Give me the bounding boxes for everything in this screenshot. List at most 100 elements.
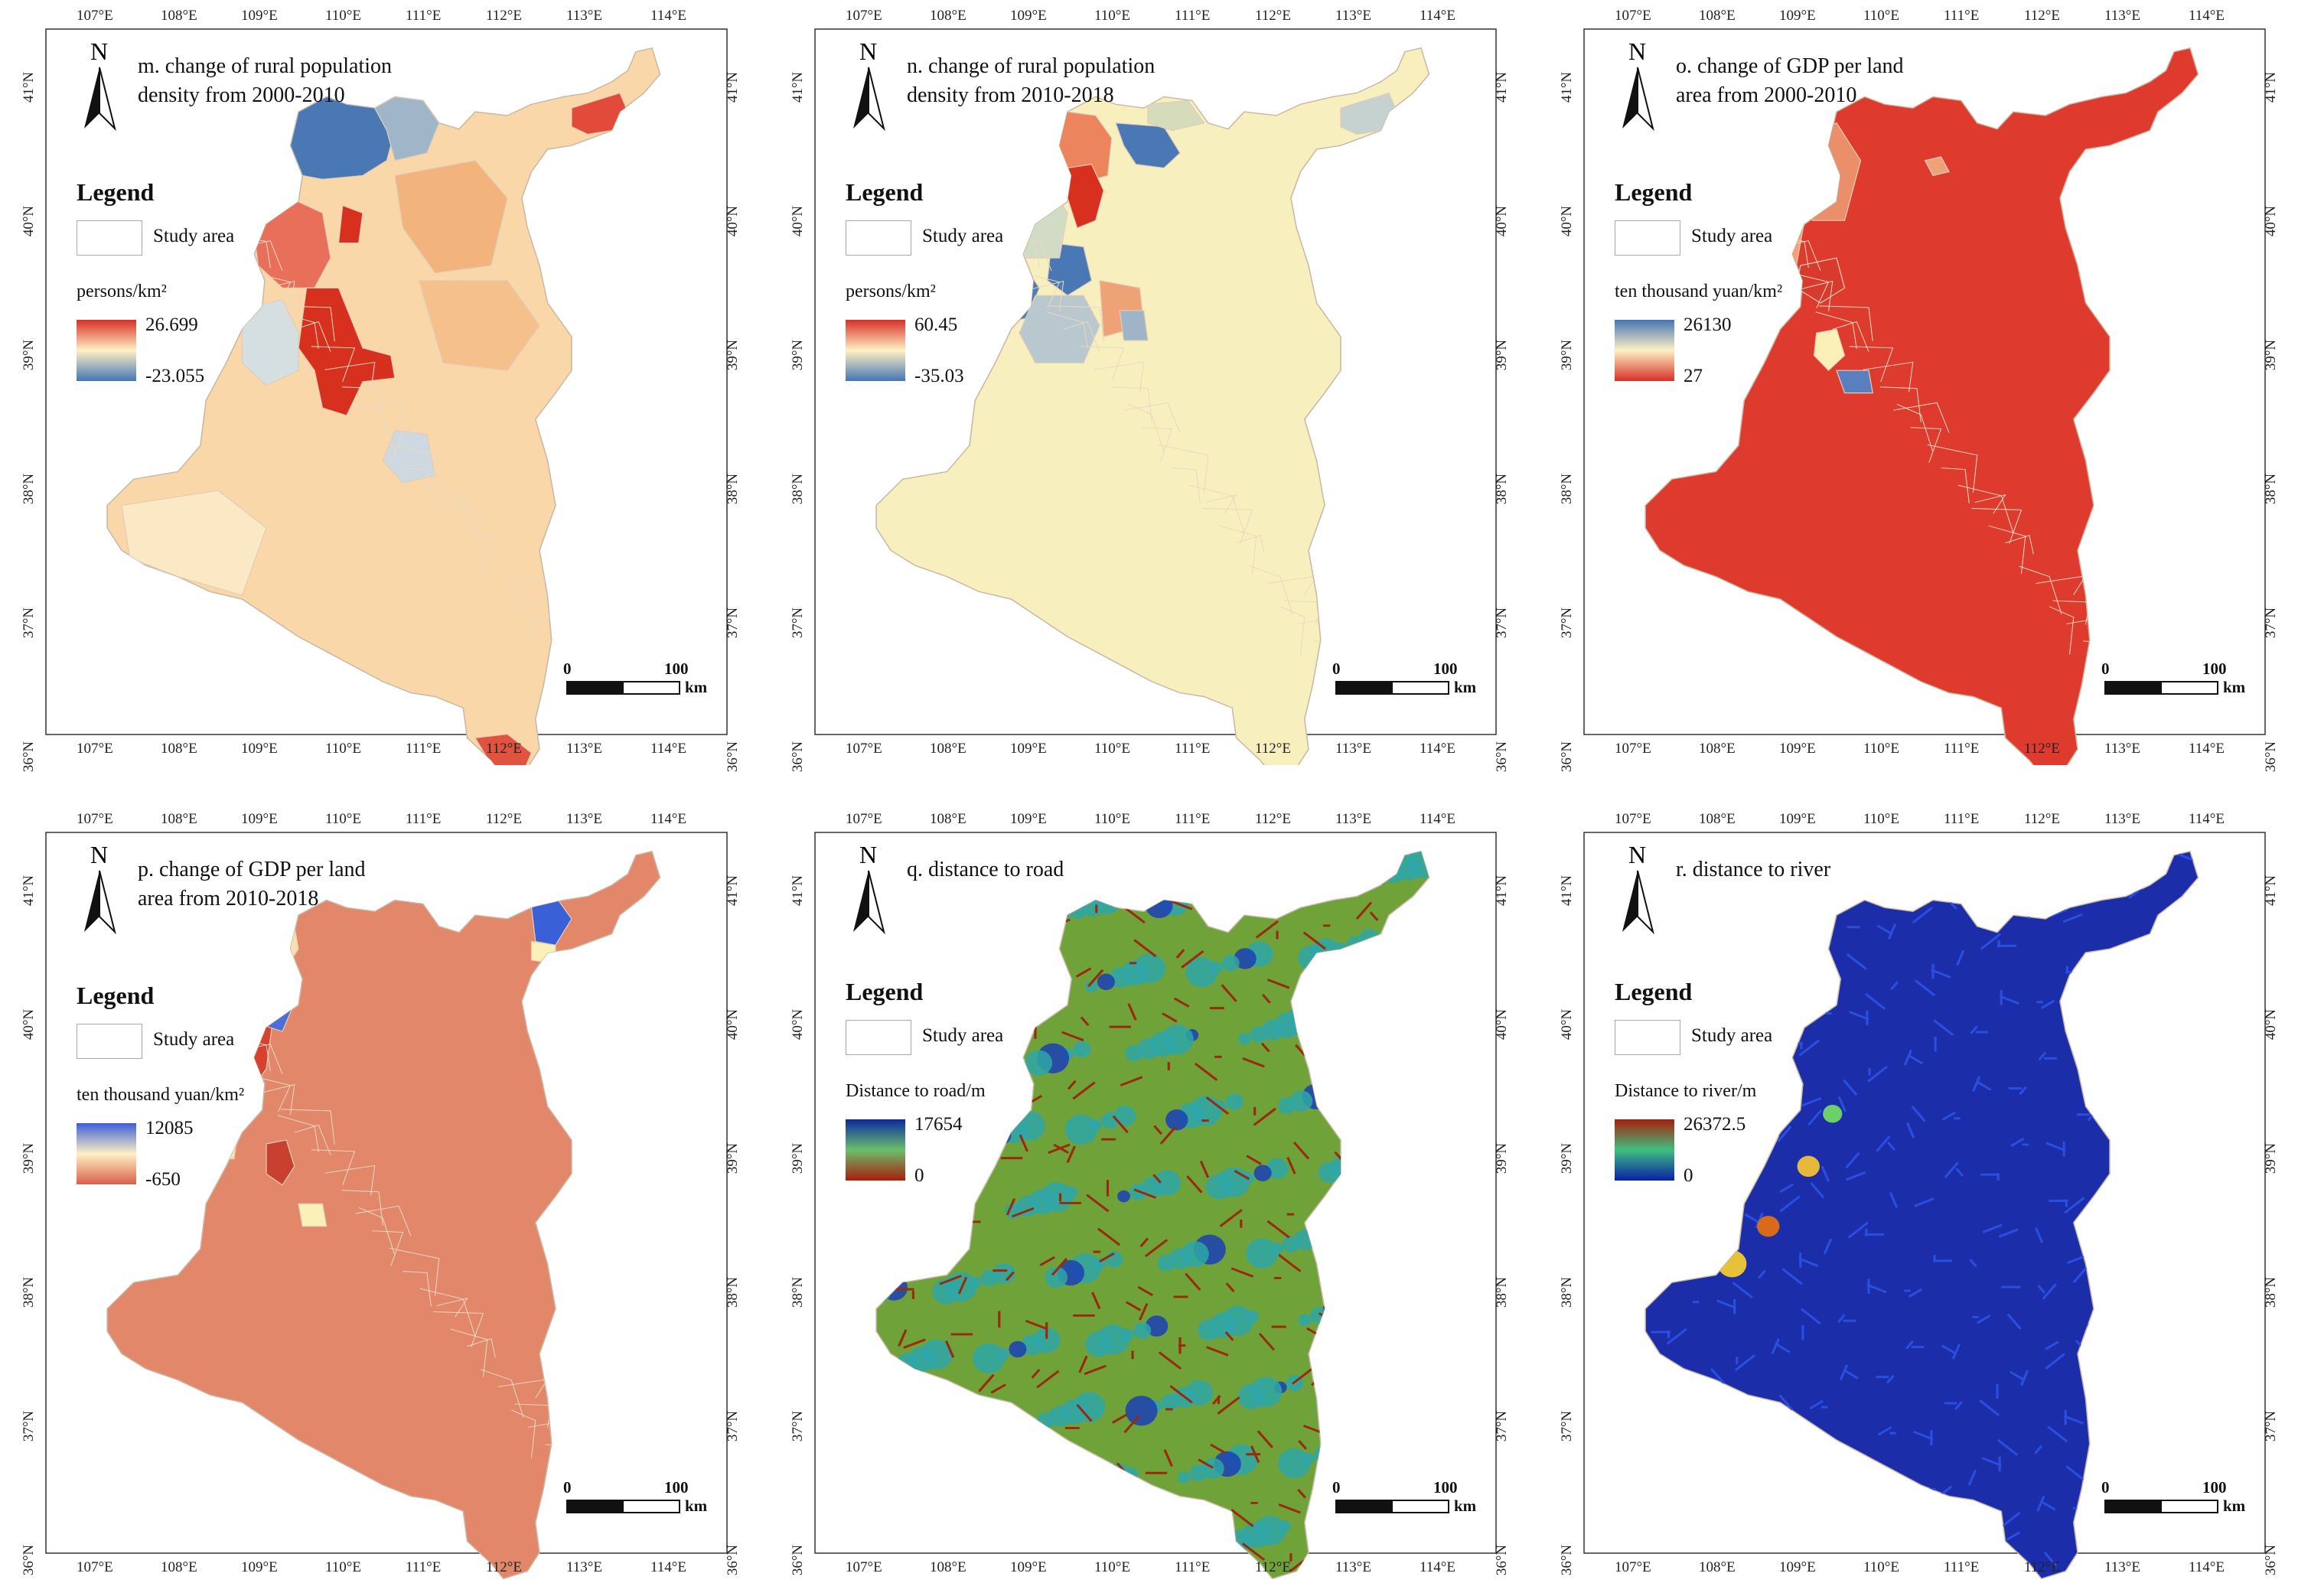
lat-tick-label: 39°N bbox=[1494, 339, 1511, 371]
river-distance-texture bbox=[1734, 1354, 1755, 1372]
lon-tick-label: 112°E bbox=[486, 811, 522, 827]
river-distance-texture bbox=[1931, 969, 1951, 979]
road-line bbox=[1137, 1285, 1154, 1297]
river-distance-texture bbox=[1941, 1111, 1957, 1121]
county-boundary bbox=[1941, 467, 1970, 503]
river-distance-texture bbox=[1849, 1011, 1869, 1021]
river-distance-texture bbox=[1905, 1122, 1915, 1138]
road-line bbox=[1025, 1319, 1048, 1331]
lat-tick-label: 41°N bbox=[1559, 875, 1576, 907]
lon-tick-label: 112°E bbox=[1255, 1559, 1291, 1575]
road-line bbox=[1153, 1125, 1163, 1135]
panel-r: 107°E 107°E 108°E 108°E 109°E 109°E 110°E 110°E… bbox=[1559, 811, 2288, 1584]
river-distance-texture bbox=[1771, 1338, 1780, 1354]
county-boundary bbox=[1879, 386, 1922, 422]
county-boundary bbox=[511, 1409, 536, 1458]
road-distance-cell bbox=[1016, 1195, 1040, 1217]
river-distance-texture bbox=[1710, 1368, 1726, 1385]
river-distance-texture bbox=[1955, 1168, 1964, 1177]
lat-tick-label: 40°N bbox=[725, 1008, 742, 1041]
lon-tick-label: 110°E bbox=[325, 741, 361, 757]
road-distance-cell bbox=[932, 1278, 960, 1304]
scale-bar bbox=[2104, 681, 2218, 695]
study-area-swatch bbox=[1615, 220, 1680, 256]
river-distance-texture bbox=[1839, 1364, 1849, 1381]
county-boundary bbox=[324, 361, 376, 392]
county-boundary bbox=[1988, 525, 2026, 574]
scale-zero: 0 bbox=[1332, 660, 1341, 678]
legend-title: Legend bbox=[846, 978, 924, 1005]
lon-tick-label: 114°E bbox=[2189, 8, 2225, 24]
river-distance-texture bbox=[1843, 1079, 1858, 1096]
road-line bbox=[1086, 1194, 1110, 1213]
county-boundary bbox=[467, 535, 496, 555]
legend-max: 17654 bbox=[914, 1114, 963, 1135]
legend-unit: ten thousand yuan/km² bbox=[1615, 282, 1783, 301]
study-area-fill bbox=[1644, 47, 2199, 765]
lon-tick-label: 107°E bbox=[846, 1559, 882, 1575]
lat-tick-label: 41°N bbox=[1494, 71, 1511, 103]
lon-tick-label: 110°E bbox=[1094, 8, 1130, 24]
lon-tick-label: 112°E bbox=[2024, 8, 2060, 24]
road-line bbox=[1169, 900, 1193, 910]
legend-unit: Distance to river/m bbox=[1615, 1081, 1757, 1101]
scale-bar bbox=[2104, 1500, 2218, 1513]
north-arrow-icon: N bbox=[77, 840, 122, 947]
color-ramp bbox=[1615, 320, 1674, 381]
lon-tick-label: 108°E bbox=[161, 1559, 197, 1575]
road-distance-cell bbox=[1198, 1319, 1221, 1340]
river-distance-texture bbox=[1982, 1223, 2003, 1233]
river-distance-texture bbox=[1978, 1399, 2000, 1416]
lon-tick-label: 110°E bbox=[325, 1559, 361, 1575]
river-distance-hotspot bbox=[1797, 1155, 1820, 1177]
road-line bbox=[1087, 969, 1104, 988]
road-line bbox=[1206, 1346, 1229, 1357]
map-frame bbox=[45, 28, 728, 765]
study-area-label: Study area bbox=[153, 226, 235, 246]
road-distance-cell bbox=[973, 1343, 1006, 1373]
study-area-label: Study area bbox=[1691, 226, 1773, 246]
road-distance-cell bbox=[1165, 1109, 1188, 1131]
county-boundary bbox=[1974, 494, 2006, 514]
lon-tick-label: 113°E bbox=[2104, 8, 2140, 24]
road-line bbox=[939, 1275, 962, 1285]
county-boundary bbox=[1815, 311, 1857, 349]
lon-tick-label: 109°E bbox=[1010, 741, 1047, 757]
river-distance-texture bbox=[1809, 1399, 1824, 1410]
county-boundary bbox=[894, 738, 932, 765]
lon-tick-label: 114°E bbox=[1420, 8, 1455, 24]
river-distance-texture bbox=[1777, 1125, 1792, 1142]
lat-tick-label: 38°N bbox=[2263, 1276, 2280, 1308]
river-distance-texture bbox=[1779, 1195, 1801, 1213]
study-area-label: Study area bbox=[922, 226, 1004, 246]
lat-tick-label: 39°N bbox=[21, 339, 37, 371]
road-distance-cell bbox=[1021, 1334, 1044, 1356]
lon-tick-label: 111°E bbox=[406, 741, 442, 757]
road-line bbox=[1039, 1256, 1056, 1267]
lat-tick-label: 37°N bbox=[1559, 1410, 1576, 1442]
county-boundary bbox=[2019, 565, 2062, 614]
county-boundary bbox=[436, 494, 468, 514]
road-distance-cell bbox=[1145, 1315, 1169, 1337]
county-boundary bbox=[436, 1298, 468, 1318]
road-line bbox=[944, 1340, 955, 1358]
lon-tick-label: 113°E bbox=[1335, 8, 1371, 24]
scale-bar-segment bbox=[2106, 1501, 2162, 1512]
scale-hundred: 100 bbox=[2202, 1478, 2227, 1497]
county-boundary bbox=[1046, 311, 1088, 349]
road-line bbox=[1133, 939, 1157, 958]
road-line bbox=[1036, 1370, 1060, 1389]
scale-bar bbox=[566, 681, 680, 695]
river-distance-texture bbox=[2034, 1227, 2044, 1243]
road-line bbox=[1067, 1080, 1077, 1090]
study-area-label: Study area bbox=[153, 1029, 235, 1050]
river-distance-texture bbox=[2045, 1340, 2059, 1350]
lon-tick-label: 112°E bbox=[1255, 741, 1291, 757]
county-boundary bbox=[341, 1190, 383, 1226]
panel-title: r. distance to river bbox=[1676, 858, 1831, 881]
river-distance-texture bbox=[2036, 1496, 2045, 1512]
lat-tick-label: 38°N bbox=[1494, 473, 1511, 505]
river-distance-texture bbox=[2040, 999, 2055, 1009]
lon-tick-label: 111°E bbox=[1944, 741, 1980, 757]
county-boundary bbox=[403, 467, 432, 503]
